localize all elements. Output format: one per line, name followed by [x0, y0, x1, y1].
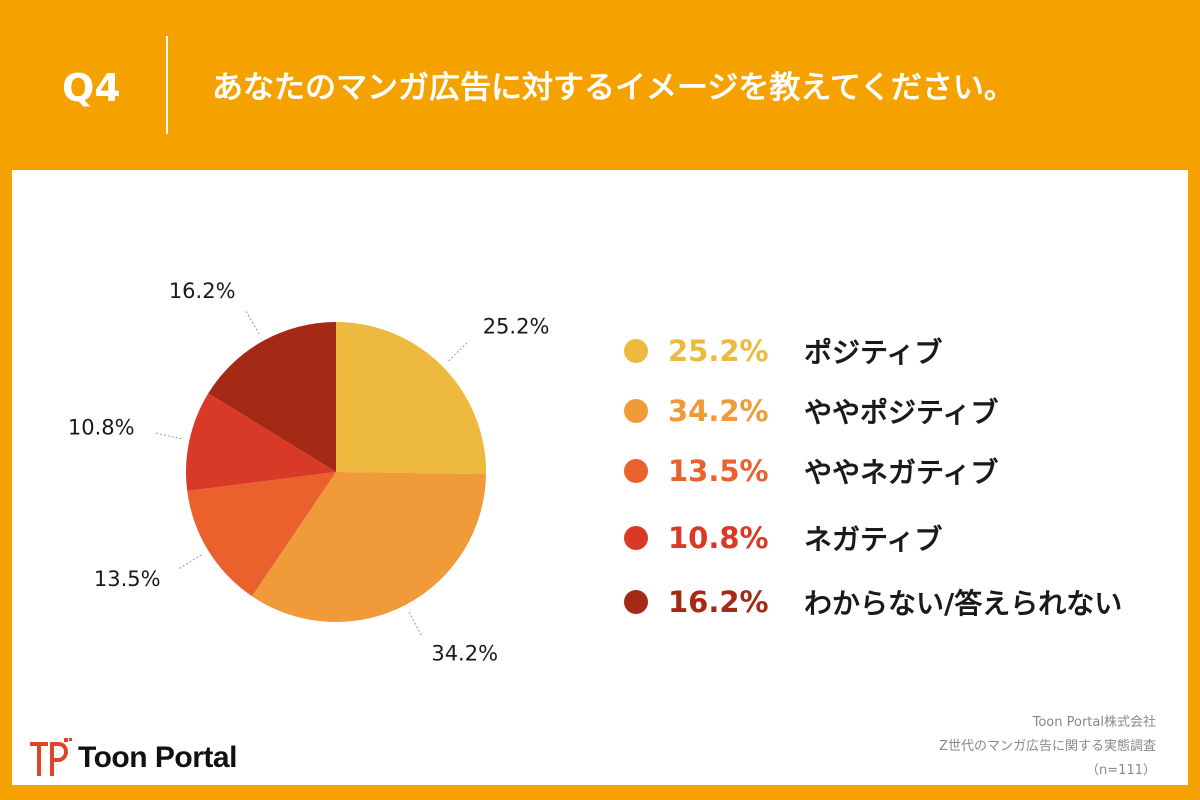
leader-line-somewhat-positive — [408, 611, 422, 636]
toon-portal-logo: Toon Portal — [28, 738, 237, 778]
legend-item-positive: 25.2% ポジティブ — [624, 326, 942, 376]
legend-value-positive: 25.2% — [668, 334, 769, 368]
legend-item-negative: 10.8% ネガティブ — [624, 513, 942, 563]
pie-slice-dont-know — [208, 322, 336, 472]
slice-label-somewhat-negative: 13.5% — [94, 567, 161, 591]
legend-dot-negative — [624, 526, 648, 550]
pie-slice-somewhat-positive — [252, 472, 486, 622]
legend-label-somewhat-positive: ややポジティブ — [804, 396, 999, 429]
pie-chart: 25.2% 34.2% 13.5% 10.8% 16.2% — [68, 279, 550, 666]
header-divider — [166, 36, 168, 134]
slice-label-dont-know: 16.2% — [169, 279, 236, 303]
pie-slice-somewhat-negative — [187, 472, 336, 597]
credit-sample: （n=111） — [1086, 763, 1156, 778]
credit-survey: Z世代のマンガ広告に関する実態調査 — [939, 739, 1156, 754]
legend-label-somewhat-negative: ややネガティブ — [804, 456, 999, 489]
leader-line-dont-know — [245, 311, 260, 335]
pie-slice-negative — [186, 393, 336, 492]
legend-value-somewhat-negative: 13.5% — [668, 454, 769, 488]
leader-line-negative — [156, 432, 182, 440]
chart-panel: 25.2% 34.2% 13.5% 10.8% 16.2% 25.2% ポジティブ 34… — [12, 170, 1188, 785]
legend-dot-somewhat-positive — [624, 399, 648, 423]
legend-label-positive: ポジティブ — [804, 336, 943, 369]
legend-dot-somewhat-negative — [624, 459, 648, 483]
legend-item-somewhat-negative: 13.5% ややネガティブ — [624, 446, 998, 496]
slice-label-somewhat-positive: 34.2% — [431, 642, 498, 666]
leader-line-positive — [448, 342, 468, 362]
legend-item-dont-know: 16.2% わからない/答えられない — [624, 577, 1122, 627]
leader-line-somewhat-negative — [179, 554, 202, 569]
legend-label-dont-know: わからない/答えられない — [804, 587, 1123, 620]
credit-company: Toon Portal株式会社 — [1032, 715, 1156, 730]
legend-dot-dont-know — [624, 590, 648, 614]
logo-text: Toon Portal — [78, 741, 237, 774]
question-number: Q4 — [62, 66, 121, 110]
header: Q4 あなたのマンガ広告に対するイメージを教えてください。 — [0, 0, 1200, 170]
slice-label-negative: 10.8% — [68, 416, 135, 440]
toon-portal-logo-icon — [30, 738, 72, 776]
legend-label-negative: ネガティブ — [804, 523, 943, 556]
pie-slice-positive — [336, 322, 486, 475]
legend-value-negative: 10.8% — [668, 521, 769, 555]
legend-value-somewhat-positive: 34.2% — [668, 394, 769, 428]
question-text: あなたのマンガ広告に対するイメージを教えてください。 — [212, 70, 1015, 106]
legend-value-dont-know: 16.2% — [668, 585, 769, 619]
legend-item-somewhat-positive: 34.2% ややポジティブ — [624, 386, 998, 436]
legend-dot-positive — [624, 339, 648, 363]
slice-label-positive: 25.2% — [483, 314, 550, 338]
